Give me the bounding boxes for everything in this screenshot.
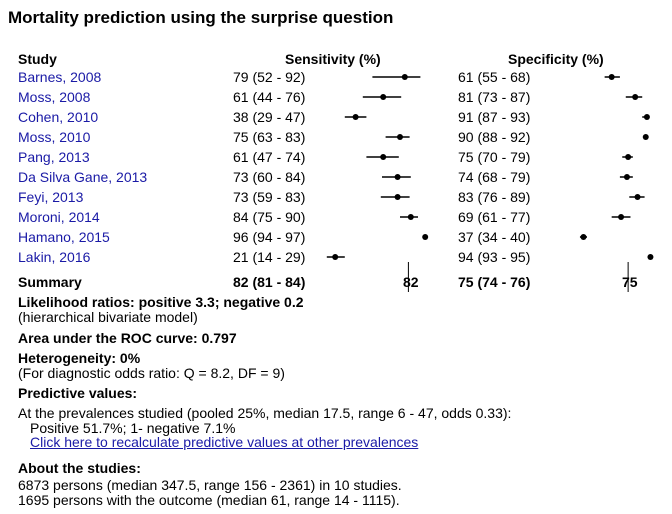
study-specificity: 81 (73 - 87) bbox=[458, 89, 531, 105]
sensitivity-point bbox=[394, 174, 401, 180]
specificity-point bbox=[632, 94, 639, 100]
specificity-point bbox=[623, 174, 630, 180]
specificity-point bbox=[608, 74, 615, 80]
study-name-link[interactable]: Cohen, 2010 bbox=[18, 109, 99, 125]
study-name-link[interactable]: Feyi, 2013 bbox=[18, 189, 84, 205]
specificity-point bbox=[643, 114, 650, 120]
study-name-link[interactable]: Moroni, 2014 bbox=[18, 209, 100, 225]
study-sensitivity: 73 (59 - 83) bbox=[233, 189, 306, 205]
specificity-point bbox=[618, 214, 625, 220]
likelihood-ratios-note: (hierarchical bivariate model) bbox=[18, 309, 198, 325]
study-name-link[interactable]: Moss, 2010 bbox=[18, 129, 91, 145]
sensitivity-point bbox=[397, 134, 403, 140]
sensitivity-column-header: Sensitivity (%) bbox=[285, 51, 381, 67]
study-specificity: 74 (68 - 79) bbox=[458, 169, 531, 185]
specificity-column-header: Specificity (%) bbox=[508, 51, 604, 67]
study-sensitivity: 84 (75 - 90) bbox=[233, 209, 306, 225]
specificity-point bbox=[625, 154, 632, 160]
about-studies-outcomes: 1695 persons with the outcome (median 61… bbox=[18, 492, 400, 508]
study-specificity: 90 (88 - 92) bbox=[458, 129, 531, 145]
predictive-values-heading: Predictive values: bbox=[18, 385, 138, 401]
study-name-link[interactable]: Hamano, 2015 bbox=[18, 229, 110, 245]
study-name-link[interactable]: Da Silva Gane, 2013 bbox=[18, 169, 148, 185]
study-specificity: 37 (34 - 40) bbox=[458, 229, 531, 245]
likelihood-ratios-heading: Likelihood ratios: positive 3.3; negativ… bbox=[18, 294, 304, 310]
study-sensitivity: 38 (29 - 47) bbox=[233, 109, 306, 125]
summary-specificity: 75 (74 - 76) bbox=[458, 274, 531, 290]
study-sensitivity: 61 (47 - 74) bbox=[233, 149, 306, 165]
study-sensitivity: 73 (60 - 84) bbox=[233, 169, 306, 185]
specificity-point bbox=[642, 134, 649, 140]
recalculate-predictive-values-link[interactable]: Click here to recalculate predictive val… bbox=[30, 434, 419, 450]
study-sensitivity: 75 (63 - 83) bbox=[233, 129, 306, 145]
study-specificity: 91 (87 - 93) bbox=[458, 109, 531, 125]
sensitivity-point bbox=[352, 114, 359, 120]
specificity-point bbox=[580, 234, 587, 240]
sensitivity-point bbox=[380, 154, 387, 160]
predictive-values-result: Positive 51.7%; 1- negative 7.1% bbox=[30, 420, 236, 436]
study-name-link[interactable]: Moss, 2008 bbox=[18, 89, 91, 105]
forest-plot bbox=[326, 74, 654, 292]
study-specificity: 61 (55 - 68) bbox=[458, 69, 531, 85]
study-column-header: Study bbox=[18, 51, 57, 67]
study-sensitivity: 61 (44 - 76) bbox=[233, 89, 306, 105]
heterogeneity-note: (For diagnostic odds ratio: Q = 8.2, DF … bbox=[18, 365, 285, 381]
sensitivity-point bbox=[380, 94, 387, 100]
study-name-link[interactable]: Lakin, 2016 bbox=[18, 249, 91, 265]
sensitivity-point bbox=[422, 234, 429, 240]
auc-heading: Area under the ROC curve: 0.797 bbox=[18, 330, 237, 346]
about-studies-heading: About the studies: bbox=[18, 460, 141, 476]
sensitivity-point bbox=[394, 194, 401, 200]
summary-label: Summary bbox=[18, 274, 82, 290]
about-studies-persons: 6873 persons (median 347.5, range 156 - … bbox=[18, 477, 402, 493]
recalculate-link-wrap: Click here to recalculate predictive val… bbox=[30, 434, 418, 450]
summary-sensitivity-tick: 82 bbox=[403, 274, 419, 290]
study-sensitivity: 79 (52 - 92) bbox=[233, 69, 306, 85]
study-specificity: 83 (76 - 89) bbox=[458, 189, 531, 205]
sensitivity-point bbox=[407, 214, 414, 220]
study-sensitivity: 21 (14 - 29) bbox=[233, 249, 306, 265]
specificity-point bbox=[647, 254, 654, 260]
sensitivity-point bbox=[332, 254, 339, 260]
specificity-point bbox=[634, 194, 641, 200]
sensitivity-point bbox=[401, 74, 408, 80]
heterogeneity-heading: Heterogeneity: 0% bbox=[18, 350, 141, 366]
study-specificity: 75 (70 - 79) bbox=[458, 149, 531, 165]
study-name-link[interactable]: Barnes, 2008 bbox=[18, 69, 102, 85]
predictive-values-prevalence: At the prevalences studied (pooled 25%, … bbox=[18, 405, 512, 421]
study-sensitivity: 96 (94 - 97) bbox=[233, 229, 306, 245]
study-specificity: 69 (61 - 77) bbox=[458, 209, 531, 225]
study-specificity: 94 (93 - 95) bbox=[458, 249, 531, 265]
summary-sensitivity: 82 (81 - 84) bbox=[233, 274, 306, 290]
page-title: Mortality prediction using the surprise … bbox=[8, 8, 394, 27]
study-name-link[interactable]: Pang, 2013 bbox=[18, 149, 90, 165]
summary-specificity-tick: 75 bbox=[622, 274, 638, 290]
